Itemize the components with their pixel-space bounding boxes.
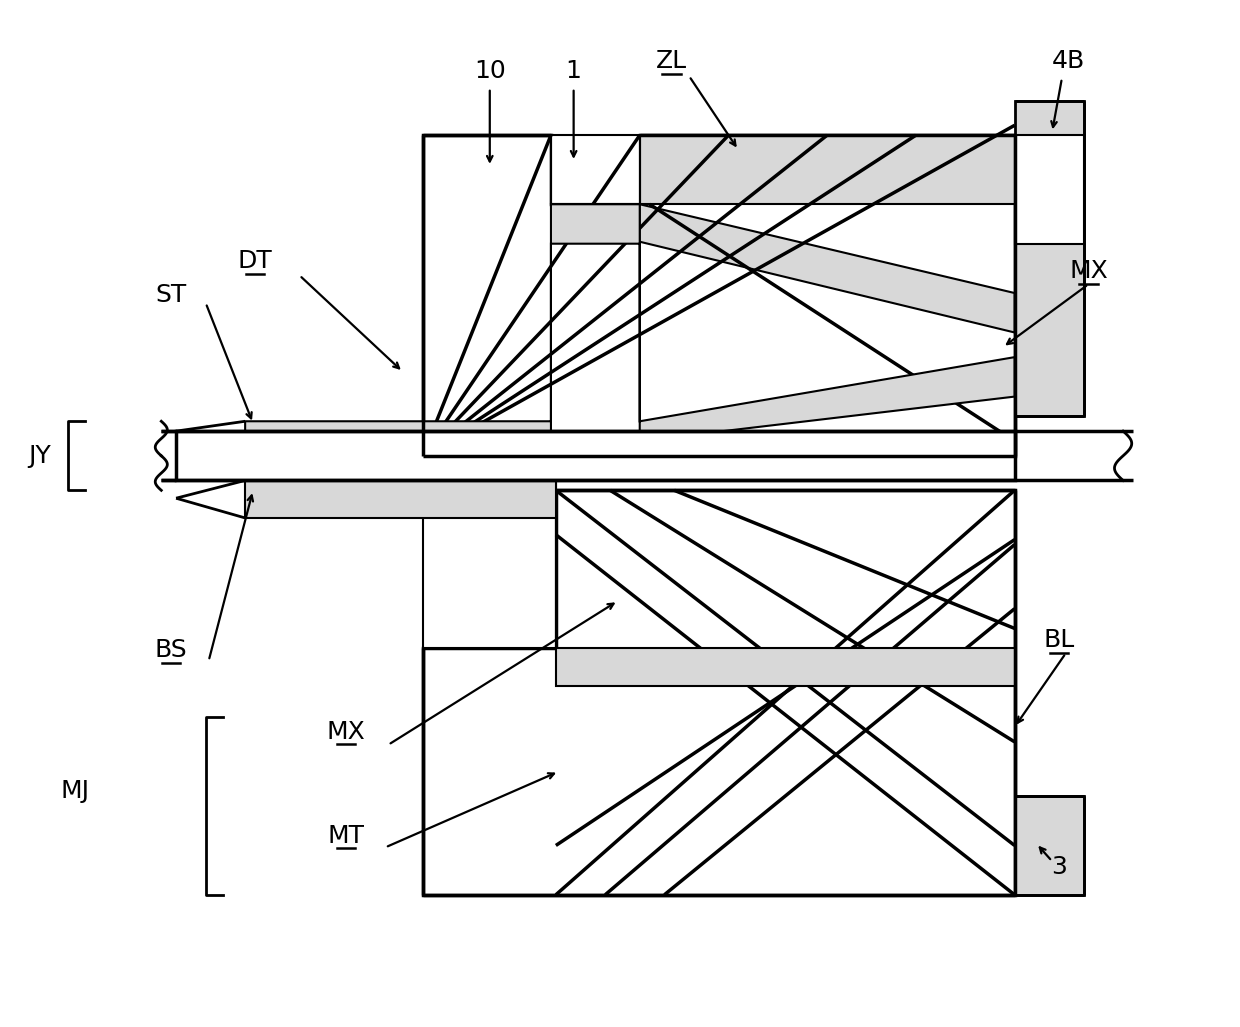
Polygon shape	[423, 441, 556, 648]
Polygon shape	[246, 481, 1014, 686]
Text: BS: BS	[155, 638, 187, 662]
Text: BL: BL	[1043, 629, 1075, 652]
Text: MT: MT	[327, 824, 365, 847]
Polygon shape	[423, 490, 1014, 895]
Text: 1: 1	[565, 60, 582, 83]
Text: 4B: 4B	[1053, 49, 1085, 73]
Text: 3: 3	[1052, 855, 1066, 879]
Text: 10: 10	[474, 60, 506, 83]
Polygon shape	[1014, 796, 1084, 895]
Text: ST: ST	[155, 283, 187, 307]
Polygon shape	[640, 136, 1014, 204]
Polygon shape	[176, 431, 1014, 481]
Text: DT: DT	[238, 250, 273, 273]
Text: MX: MX	[326, 720, 365, 744]
Text: MX: MX	[1069, 260, 1109, 283]
Text: ZL: ZL	[656, 49, 687, 73]
Polygon shape	[551, 136, 640, 204]
Polygon shape	[423, 136, 1014, 456]
Polygon shape	[640, 204, 1014, 333]
Polygon shape	[246, 204, 1014, 441]
Polygon shape	[1014, 101, 1084, 416]
Text: JY: JY	[29, 444, 51, 467]
Polygon shape	[1014, 136, 1084, 243]
Text: MJ: MJ	[61, 779, 91, 803]
